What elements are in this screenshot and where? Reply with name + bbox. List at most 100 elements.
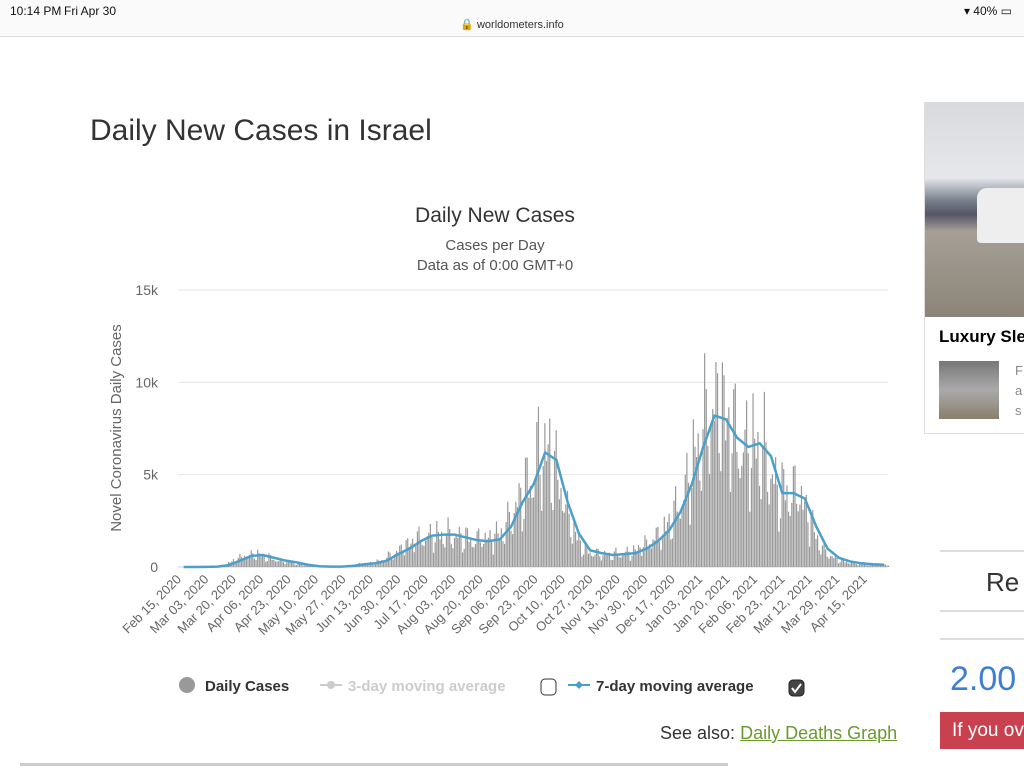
daily-cases-bar	[257, 549, 259, 567]
daily-cases-bar	[405, 540, 407, 567]
daily-cases-bar	[636, 551, 638, 567]
daily-cases-bar	[612, 559, 614, 567]
daily-cases-bar	[794, 465, 796, 567]
daily-cases-bar	[545, 461, 548, 567]
daily-cases-bar	[290, 562, 293, 567]
daily-cases-bar	[752, 393, 754, 567]
daily-cases-bar	[460, 533, 462, 567]
daily-cases-bar	[481, 546, 483, 567]
daily-cases-bar	[431, 535, 433, 567]
legend-3day-checkbox[interactable]	[540, 678, 557, 696]
daily-cases-bar	[710, 426, 712, 567]
daily-cases-bar	[478, 528, 480, 567]
daily-cases-bar	[770, 478, 772, 567]
daily-cases-bar	[255, 560, 257, 567]
sidebar-heading: Re	[940, 550, 1024, 612]
daily-cases-bar	[249, 554, 251, 567]
sidebar-banner[interactable]: If you ov	[940, 712, 1024, 749]
daily-cases-bar	[687, 482, 690, 567]
daily-cases-bar	[863, 563, 865, 567]
daily-cases-bar	[307, 565, 309, 567]
ad-title[interactable]: Luxury Sle	[939, 327, 1024, 346]
daily-cases-bar	[704, 353, 706, 567]
daily-cases-bar	[305, 565, 307, 567]
daily-cases-bar	[392, 559, 394, 567]
daily-cases-bar	[620, 557, 622, 567]
daily-cases-bar	[568, 513, 570, 567]
daily-cases-bar	[447, 517, 449, 567]
battery-level: 40%	[973, 4, 998, 18]
daily-cases-bar	[808, 546, 811, 567]
daily-cases-bar	[560, 488, 562, 567]
daily-cases-bar	[234, 562, 236, 567]
daily-cases-bar	[750, 467, 753, 567]
daily-cases-bar	[607, 554, 609, 567]
daily-cases-bar	[450, 544, 452, 567]
daily-cases-bar	[544, 423, 546, 567]
daily-cases-bar	[515, 501, 517, 567]
daily-cases-bar	[831, 556, 833, 567]
daily-cases-bar	[775, 457, 777, 567]
daily-cases-bar	[553, 450, 556, 567]
daily-cases-bar	[363, 564, 365, 567]
daily-cases-bar	[411, 538, 414, 567]
battery: ▾ 40% ▭	[963, 4, 1012, 18]
daily-cases-bar	[850, 562, 853, 567]
checkmark-icon	[791, 683, 802, 694]
daily-cases-bar	[466, 528, 469, 567]
daily-cases-bar	[713, 421, 715, 567]
daily-cases-bar	[592, 556, 594, 567]
daily-cases-bar	[639, 547, 641, 567]
daily-cases-bar	[691, 488, 693, 567]
daily-cases-bar	[244, 555, 246, 567]
daily-cases-bar	[583, 554, 585, 567]
daily-cases-bar	[537, 406, 540, 567]
daily-cases-bar	[253, 558, 256, 567]
daily-cases-bar	[676, 511, 678, 567]
clock: 10:14 PM	[10, 4, 62, 18]
legend-7day: 7-day moving average	[596, 678, 754, 695]
daily-cases-bar	[442, 544, 444, 567]
daily-cases-bar	[733, 389, 735, 567]
daily-cases-bar	[594, 554, 596, 567]
daily-cases-bar	[857, 565, 859, 567]
daily-cases-bar	[657, 526, 659, 567]
daily-cases-bar	[576, 540, 578, 567]
daily-cases-bar	[634, 549, 636, 567]
daily-cases-bar	[652, 539, 654, 567]
daily-cases-bar	[403, 555, 406, 567]
see-also: See also: Daily Deaths Graph	[660, 723, 897, 744]
daily-cases-bar	[654, 540, 656, 567]
daily-cases-bar	[628, 551, 630, 567]
daily-cases-bar	[633, 545, 635, 567]
daily-cases-bar	[655, 527, 657, 567]
daily-cases-bar	[266, 561, 268, 567]
daily-cases-bar	[692, 419, 694, 567]
daily-cases-bar	[420, 539, 422, 567]
daily-cases-bar	[265, 561, 267, 567]
daily-cases-bar	[726, 418, 728, 567]
y-tick-label: 10k	[135, 374, 159, 390]
daily-cases-bar	[566, 490, 569, 567]
daily-cases-bar	[416, 531, 419, 567]
daily-cases-bar	[725, 440, 727, 567]
daily-cases-bar	[508, 511, 510, 567]
daily-cases-bar	[281, 558, 283, 567]
daily-cases-bar	[581, 556, 583, 567]
daily-cases-bar	[555, 430, 557, 567]
daily-cases-bar	[631, 555, 633, 567]
daily-deaths-link[interactable]: Daily Deaths Graph	[740, 723, 898, 743]
daily-cases-bar	[720, 471, 722, 567]
daily-cases-bar	[757, 431, 759, 567]
legend-7day-checkbox[interactable]	[788, 679, 805, 697]
url-bar[interactable]: 🔒 worldometers.info	[460, 19, 564, 31]
daily-cases-bar	[292, 561, 294, 567]
daily-cases-bar	[573, 519, 575, 567]
daily-cases-bar	[597, 548, 599, 567]
daily-cases-bar	[361, 564, 364, 567]
daily-cases-bar	[888, 565, 890, 567]
daily-cases-bar	[744, 429, 746, 567]
daily-cases-bar	[295, 564, 297, 567]
daily-cases-bar	[786, 485, 788, 567]
